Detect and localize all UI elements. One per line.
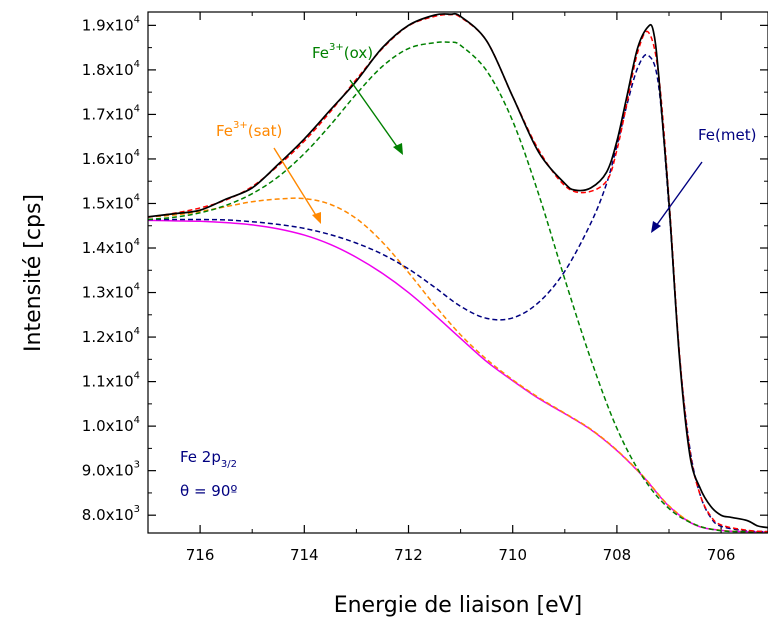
x-tick-label: 712	[394, 546, 423, 564]
y-tick-mantissa: 1.3x10	[82, 284, 134, 302]
sample-label: Fe 2p3/2	[180, 448, 237, 470]
y-tick-label: 1.4x104	[82, 237, 140, 257]
sample-label-base: Fe 2p	[180, 448, 221, 466]
fe-ox-label: Fe3+(ox)	[312, 42, 373, 62]
x-tick-label: 706	[707, 546, 736, 564]
y-tick-mantissa: 1.6x10	[82, 150, 134, 168]
plot-frame	[147, 11, 768, 534]
y-tick-mantissa: 1.7x10	[82, 105, 134, 123]
fe-sat-label-suffix: (sat)	[248, 122, 283, 140]
fe-met-label: Fe(met)	[698, 126, 756, 144]
y-tick-label: 1.9x104	[82, 14, 140, 34]
fe-sat-label: Fe3+(sat)	[216, 120, 282, 140]
y-tick-exponent: 4	[134, 415, 140, 426]
y-tick-exponent: 4	[134, 282, 140, 293]
series-line-background	[147, 219, 768, 533]
x-tick-labels: 716 714 712 710 708 706	[186, 546, 736, 564]
angle-label: θ = 90º	[180, 482, 237, 500]
y-tick-exponent: 4	[134, 237, 140, 248]
y-tick-label: 1.3x104	[82, 282, 140, 302]
fe-ox-label-sup: 3+	[329, 42, 344, 53]
y-tick-labels: 8.0x1039.0x1031.0x1041.1x1041.2x1041.3x1…	[82, 14, 140, 524]
y-tick-exponent: 4	[134, 192, 140, 203]
fe-ox-arrow	[349, 79, 399, 149]
y-tick-label: 8.0x103	[82, 504, 140, 524]
y-tick-label: 9.0x103	[82, 460, 140, 480]
y-tick-label: 1.7x104	[82, 103, 140, 123]
y-tick-mantissa: 9.0x10	[82, 462, 134, 480]
y-tick-mantissa: 1.5x10	[82, 194, 134, 212]
fe-sat-label-base: Fe	[216, 122, 233, 140]
y-tick-mantissa: 1.0x10	[82, 417, 134, 435]
fe-sat-arrowhead	[312, 212, 321, 224]
y-tick-exponent: 3	[134, 504, 140, 515]
x-tick-label: 710	[498, 546, 527, 564]
x-tick-label: 714	[290, 546, 319, 564]
x-axis-title: Energie de liaison [eV]	[334, 593, 583, 618]
fe-ox-label-base: Fe	[312, 44, 329, 62]
y-tick-mantissa: 1.4x10	[82, 239, 134, 257]
series-group	[147, 12, 768, 533]
y-tick-exponent: 4	[134, 14, 140, 25]
series-line-fe-sat	[147, 197, 768, 533]
y-tick-label: 1.2x104	[82, 326, 140, 346]
fe-met-arrow	[655, 161, 703, 227]
y-tick-exponent: 4	[134, 59, 140, 70]
fe-sat-arrow	[273, 147, 318, 218]
annotation-arrows	[273, 79, 703, 233]
y-tick-exponent: 4	[134, 326, 140, 337]
y-tick-exponent: 4	[134, 103, 140, 114]
y-tick-label: 1.5x104	[82, 192, 140, 212]
sample-label-sub: 3/2	[221, 459, 237, 470]
y-tick-exponent: 3	[134, 460, 140, 471]
fe-met-arrowhead	[651, 221, 661, 233]
series-line-envelope	[147, 13, 768, 533]
y-tick-mantissa: 1.2x10	[82, 328, 134, 346]
y-tick-mantissa: 1.8x10	[82, 61, 134, 79]
fe-ox-arrowhead	[393, 143, 403, 155]
y-axis-title: Intensité [cps]	[21, 194, 46, 352]
y-tick-mantissa: 8.0x10	[82, 506, 134, 524]
y-tick-label: 1.6x104	[82, 148, 140, 168]
y-tick-label: 1.0x104	[82, 415, 140, 435]
y-tick-mantissa: 1.1x10	[82, 373, 134, 391]
y-tick-label: 1.8x104	[82, 59, 140, 79]
x-tick-label: 708	[603, 546, 632, 564]
x-tick-label: 716	[186, 546, 215, 564]
y-tick-exponent: 4	[134, 371, 140, 382]
fe-sat-label-sup: 3+	[233, 120, 248, 131]
axis-ticks	[147, 12, 768, 533]
series-line-fe-ox	[147, 41, 768, 533]
y-tick-mantissa: 1.9x10	[82, 16, 134, 34]
series-line-experimental	[147, 12, 768, 529]
y-tick-label: 1.1x104	[82, 371, 140, 391]
y-tick-exponent: 4	[134, 148, 140, 159]
fe-ox-label-suffix: (ox)	[344, 44, 373, 62]
